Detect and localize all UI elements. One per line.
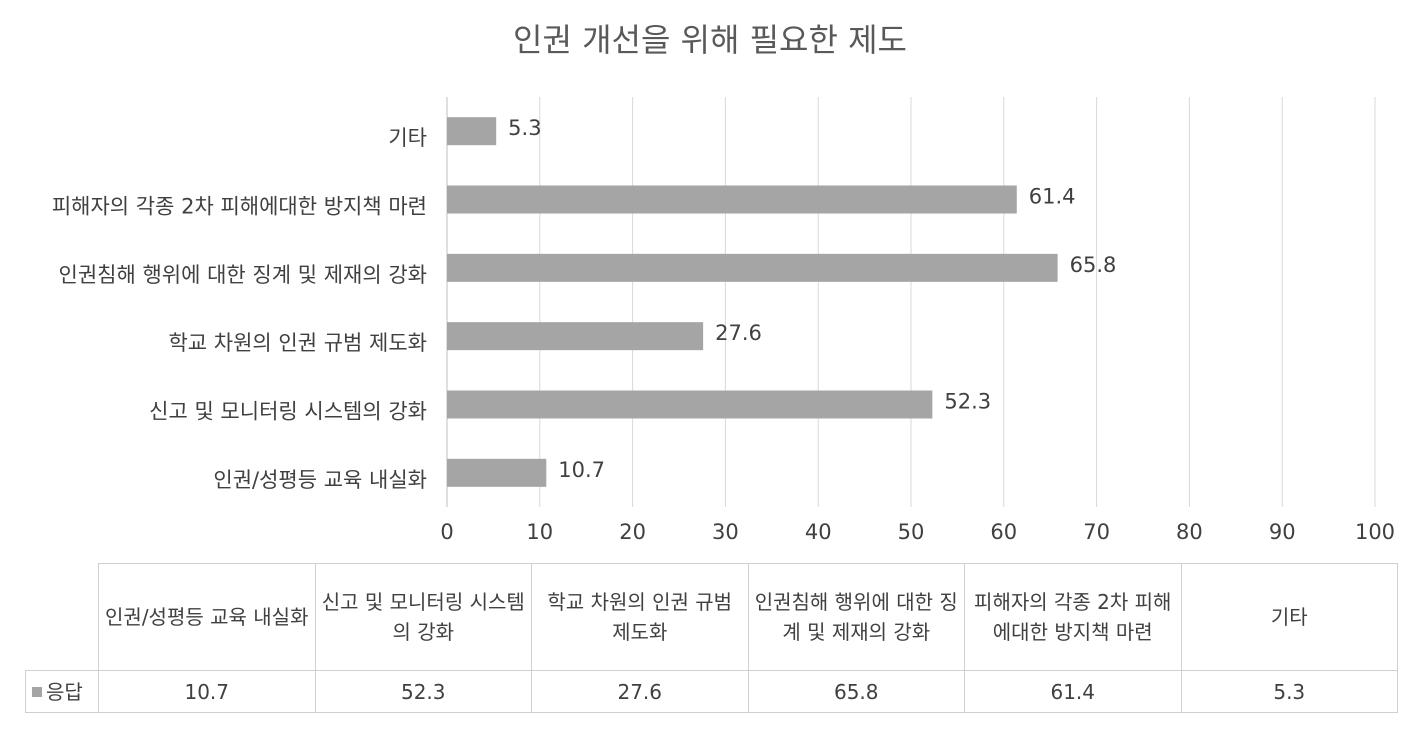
data-label: 61.4 <box>1029 185 1076 209</box>
bar <box>447 117 497 146</box>
x-tick-label: 80 <box>1176 520 1203 544</box>
table-value: 65.8 <box>747 670 965 713</box>
y-tick-label: 인권/성평등 교육 내실화 <box>213 468 427 492</box>
legend-cell: 응답 <box>25 670 99 713</box>
x-tick-label: 100 <box>1355 520 1395 544</box>
table-header: 신고 및 모니터링 시스템의 강화 <box>314 563 532 671</box>
table-header: 피해자의 각종 2차 피해에대한 방지책 마련 <box>964 563 1182 671</box>
y-tick-label: 기타 <box>388 126 427 150</box>
data-label: 5.3 <box>508 116 541 140</box>
data-label: 52.3 <box>944 390 991 414</box>
legend-label: 응답 <box>46 679 83 704</box>
table-value: 27.6 <box>531 670 749 713</box>
y-tick-label: 인권침해 행위에 대한 징계 및 제재의 강화 <box>59 263 428 287</box>
x-tick-label: 60 <box>990 520 1017 544</box>
x-tick-label: 20 <box>619 520 646 544</box>
table-value: 5.3 <box>1180 670 1398 713</box>
x-tick-label: 0 <box>440 520 453 544</box>
data-label: 27.6 <box>715 321 762 345</box>
table-value: 61.4 <box>964 670 1182 713</box>
table-value: 10.7 <box>98 670 316 713</box>
x-tick-label: 10 <box>526 520 553 544</box>
x-tick-label: 40 <box>805 520 832 544</box>
table-header: 인권/성평등 교육 내실화 <box>98 563 316 671</box>
x-tick-label: 30 <box>712 520 739 544</box>
bar <box>447 390 933 419</box>
y-tick-label: 신고 및 모니터링 시스템의 강화 <box>149 400 427 424</box>
bar <box>447 322 704 351</box>
data-label: 65.8 <box>1070 253 1117 277</box>
chart-title: 인권 개선을 위해 필요한 제도 <box>513 21 907 59</box>
table-header: 기타 <box>1180 563 1398 671</box>
x-tick-label: 50 <box>898 520 925 544</box>
table-header: 인권침해 행위에 대한 징계 및 제재의 강화 <box>747 563 965 671</box>
bar <box>447 185 1017 214</box>
y-tick-label: 학교 차원의 인권 규범 제도화 <box>168 331 427 355</box>
x-tick-label: 90 <box>1269 520 1296 544</box>
x-tick-label: 70 <box>1083 520 1110 544</box>
data-label: 10.7 <box>558 458 605 482</box>
legend-swatch <box>32 686 42 697</box>
bar <box>447 253 1058 282</box>
y-tick-label: 피해자의 각종 2차 피해에대한 방지책 마련 <box>52 195 427 219</box>
table-header: 학교 차원의 인권 규범 제도화 <box>531 563 749 671</box>
table-value: 52.3 <box>314 670 532 713</box>
bar <box>447 458 547 487</box>
